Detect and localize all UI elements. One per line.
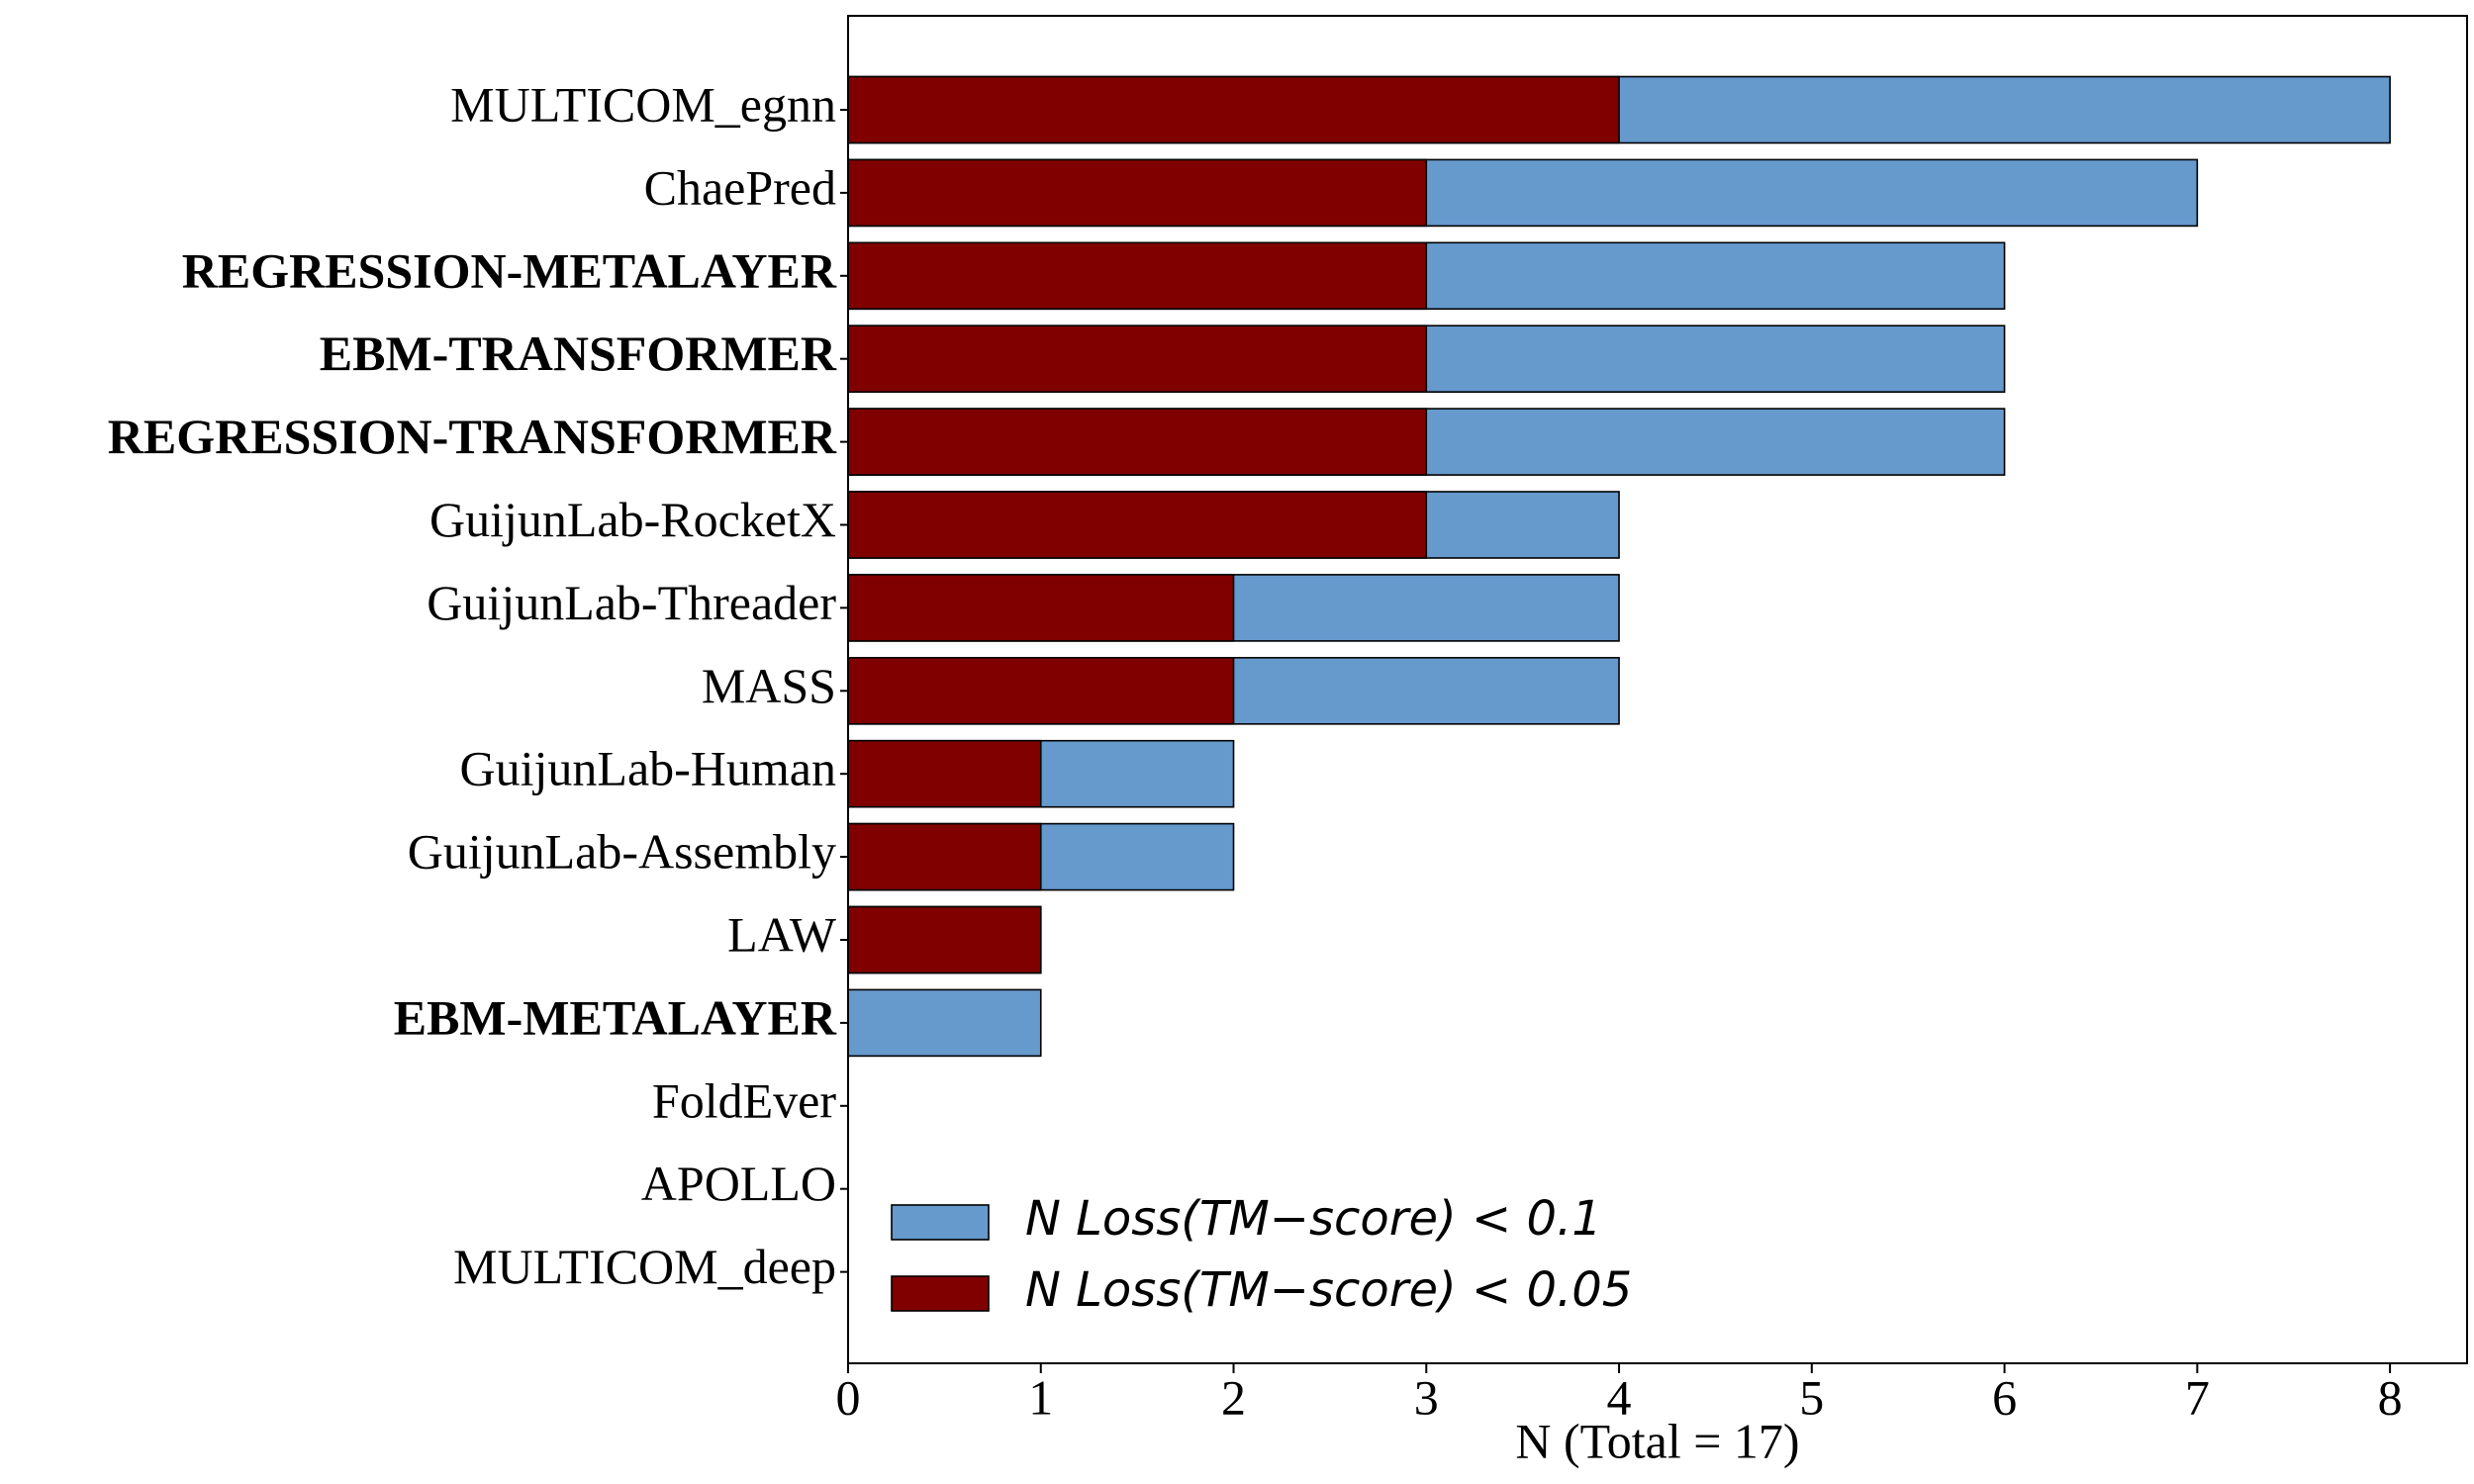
bar (847, 656, 1235, 725)
x-tick-label: 2 (1221, 1369, 1246, 1425)
bar (847, 491, 1428, 559)
y-tick-label: GuijunLab-RocketX (429, 492, 836, 547)
bar (847, 739, 1042, 808)
y-tick-label: GuijunLab-Assembly (408, 824, 836, 880)
x-tick-label: 0 (836, 1369, 861, 1425)
y-tick-label: EBM-TRANSFORMER (320, 325, 837, 381)
legend-label: N Loss(TM−score) < 0.05 (1025, 1262, 1632, 1318)
bar (847, 408, 1428, 476)
plot-frame (847, 15, 2468, 1364)
bar (847, 905, 1042, 974)
x-tick-label: 8 (2378, 1369, 2403, 1425)
y-tick-label: FoldEver (652, 1072, 836, 1128)
y-tick-label: APOLLO (641, 1156, 836, 1211)
y-tick-label: GuijunLab-Human (460, 741, 836, 796)
bar (847, 988, 1042, 1058)
y-tick-label: REGRESSION-TRANSFORMER (108, 409, 837, 464)
y-tick-label: MULTICOM_deep (453, 1239, 836, 1294)
x-tick-label: 6 (1992, 1369, 2017, 1425)
x-tick-label: 7 (2185, 1369, 2210, 1425)
x-axis-label: N (Total = 17) (1515, 1413, 1799, 1468)
x-tick-label: 4 (1607, 1369, 1632, 1425)
y-tick-label: REGRESSION-METALAYER (182, 242, 837, 298)
y-tick-label: EBM-METALAYER (394, 989, 837, 1045)
legend-swatch (891, 1204, 990, 1241)
y-tick-label: MASS (702, 658, 836, 713)
bar (847, 325, 1428, 394)
y-tick-label: GuijunLab-Threader (427, 575, 836, 630)
bar (847, 574, 1235, 642)
bar (847, 241, 1428, 311)
bar (847, 75, 1620, 144)
legend-swatch (891, 1275, 990, 1312)
y-tick-label: ChaePred (644, 159, 836, 215)
bar (847, 158, 1428, 228)
x-tick-label: 5 (1799, 1369, 1824, 1425)
x-tick-label: 1 (1028, 1369, 1053, 1425)
y-tick-label: LAW (727, 906, 837, 962)
x-tick-label: 3 (1414, 1369, 1439, 1425)
bar (847, 822, 1042, 891)
y-tick-label: MULTICOM_egnn (450, 76, 836, 132)
legend-label: N Loss(TM−score) < 0.1 (1025, 1191, 1602, 1247)
